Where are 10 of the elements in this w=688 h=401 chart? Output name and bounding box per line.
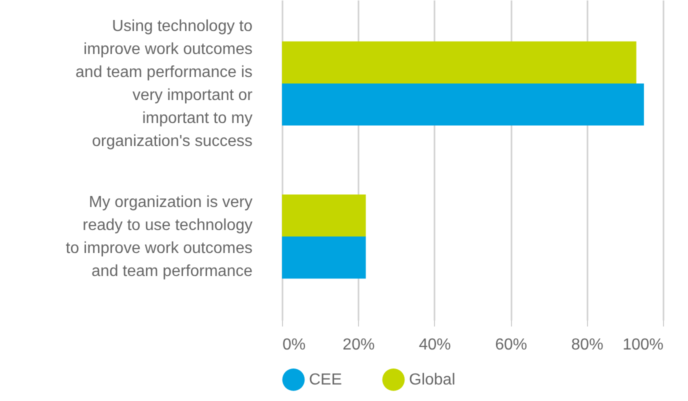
x-tick-label: 100% bbox=[622, 336, 664, 354]
y-tick-label: My organization is very ready to use technology to improve work outcomes and team performance bbox=[66, 194, 253, 280]
x-tick-label: 80% bbox=[571, 336, 604, 354]
y-tick-label: Using technology to improve work outcomes and team performance is very important or important to my organization's success bbox=[76, 18, 254, 150]
x-tick-label: 40% bbox=[418, 336, 451, 354]
x-tick-label: 20% bbox=[342, 336, 375, 354]
legend-label: Global bbox=[409, 372, 456, 389]
x-tick-label: 60% bbox=[495, 336, 528, 354]
x-tick-label: 0% bbox=[282, 336, 306, 354]
legend-label: CEE bbox=[309, 372, 342, 389]
